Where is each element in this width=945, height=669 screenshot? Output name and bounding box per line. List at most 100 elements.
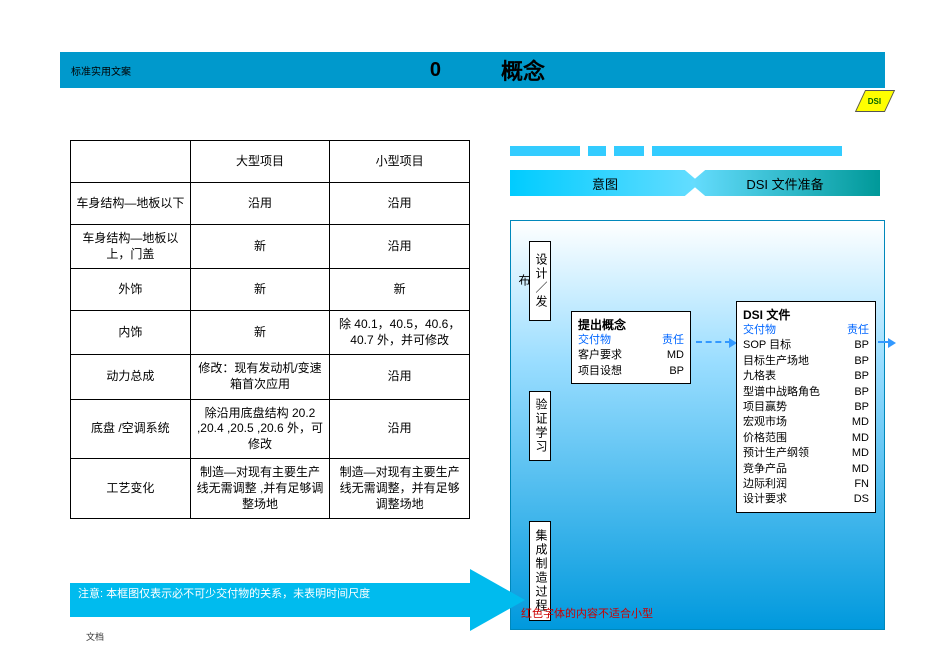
note-arrow: 注意: 本框图仅表示必不可少交付物的关系，未表明时间尺度 <box>70 575 540 625</box>
deliverable-row: 预计生产纲领 MD <box>743 446 869 461</box>
row-label: 工艺变化 <box>71 459 191 519</box>
phase-banner: 意图 DSI 文件准备 <box>510 170 880 196</box>
row-small: 制造—对现有主要生产线无需调整，并有足够调整场地 <box>330 459 470 519</box>
deliv-resp: FN <box>854 477 869 492</box>
banner-seg-dsi: DSI 文件准备 <box>690 170 880 196</box>
deliverable-row: 型谱中战略角色 BP <box>743 385 869 400</box>
deliv-name: 竞争产品 <box>743 462 787 477</box>
row-label: 车身结构—地板以上，门盖 <box>71 225 191 269</box>
deliverable-row: 客户要求 MD <box>578 348 684 363</box>
deliv-name: 宏观市场 <box>743 415 787 430</box>
table-header-small: 小型项目 <box>330 141 470 183</box>
progress-segment <box>614 146 644 156</box>
box1-h-resp: 责任 <box>662 333 684 348</box>
row-small: 沿用 <box>330 225 470 269</box>
dsi-diamond-icon: DSI <box>855 90 895 112</box>
deliv-name: 项目赢势 <box>743 400 787 415</box>
progress-segment <box>652 146 842 156</box>
deliv-resp: BP <box>854 385 869 400</box>
progress-segment <box>588 146 606 156</box>
table-row: 车身结构—地板以下沿用沿用 <box>71 183 470 225</box>
row-large: 新 <box>190 225 330 269</box>
row-small: 沿用 <box>330 399 470 459</box>
process-panel: 设计／发布验证学习集成制造过程 提出概念 交付物 责任 客户要求MD项目设想BP… <box>510 220 885 630</box>
table-row: 底盘 /空调系统除沿用底盘结构 20.2 ,20.4 ,20.5 ,20.6 外… <box>71 399 470 459</box>
panel-footnote: 红色字体的内容不适合小型 <box>521 605 653 621</box>
flow-arrow-out <box>878 341 890 343</box>
deliverable-row: 项目赢势 BP <box>743 400 869 415</box>
row-large: 沿用 <box>190 183 330 225</box>
deliv-resp: BP <box>854 354 869 369</box>
header-number: 0 <box>361 59 441 82</box>
header-title: 概念 <box>441 54 545 86</box>
table-row: 内饰新除 40.1，40.5，40.6，40.7 外，并可修改 <box>71 311 470 355</box>
deliverable-row: 竞争产品 MD <box>743 462 869 477</box>
deliv-resp: BP <box>854 400 869 415</box>
box2-h-deliv: 交付物 <box>743 323 776 338</box>
row-small: 除 40.1，40.5，40.6，40.7 外，并可修改 <box>330 311 470 355</box>
deliv-name: 边际利润 <box>743 477 787 492</box>
deliv-name: 预计生产纲领 <box>743 446 809 461</box>
row-small: 沿用 <box>330 183 470 225</box>
deliv-name: 九格表 <box>743 369 776 384</box>
box1-h-deliv: 交付物 <box>578 333 611 348</box>
progress-segment <box>510 146 580 156</box>
row-large: 修改：现有发动机/变速箱首次应用 <box>190 355 330 399</box>
table-header-blank <box>71 141 191 183</box>
row-label: 动力总成 <box>71 355 191 399</box>
deliverable-row: 设计要求 DS <box>743 492 869 507</box>
deliverable-row: 价格范围 MD <box>743 431 869 446</box>
vertical-stage-label: 验证学习 <box>529 391 551 461</box>
deliverable-row: SOP 目标 BP <box>743 338 869 353</box>
deliv-resp: MD <box>852 431 869 446</box>
box2-title: DSI 文件 <box>743 306 869 323</box>
deliv-name: 客户要求 <box>578 348 622 363</box>
comparison-table: 大型项目 小型项目 车身结构—地板以下沿用沿用车身结构—地板以上，门盖新沿用外饰… <box>70 140 470 519</box>
deliv-resp: MD <box>852 446 869 461</box>
row-small: 新 <box>330 269 470 311</box>
vertical-stage-label: 设计／发布 <box>529 241 551 321</box>
doc-label: 文档 <box>86 630 104 643</box>
table-row: 动力总成修改：现有发动机/变速箱首次应用沿用 <box>71 355 470 399</box>
deliverable-row: 边际利润 FN <box>743 477 869 492</box>
deliv-name: 目标生产场地 <box>743 354 809 369</box>
concept-box: 提出概念 交付物 责任 客户要求 MD 项目设想 BP <box>571 311 691 384</box>
note-text: 注意: 本框图仅表示必不可少交付物的关系，未表明时间尺度 <box>70 583 470 617</box>
deliverable-row: 目标生产场地 BP <box>743 354 869 369</box>
deliv-resp: MD <box>667 348 684 363</box>
row-large: 新 <box>190 311 330 355</box>
table-row: 车身结构—地板以上，门盖新沿用 <box>71 225 470 269</box>
deliverable-row: 宏观市场MD <box>743 415 869 430</box>
box1-title: 提出概念 <box>578 316 684 333</box>
row-large: 除沿用底盘结构 20.2 ,20.4 ,20.5 ,20.6 外，可修改 <box>190 399 330 459</box>
row-label: 底盘 /空调系统 <box>71 399 191 459</box>
banner-seg-intent: 意图 <box>510 170 700 196</box>
row-label: 外饰 <box>71 269 191 311</box>
dsi-file-box: DSI 文件 交付物 责任 SOP 目标BP目标生产场地BP九格表BP型谱中战略… <box>736 301 876 513</box>
header-left-label: 标准实用文案 <box>61 63 361 78</box>
table-row: 外饰新新 <box>71 269 470 311</box>
flow-arrow-1 <box>696 341 731 343</box>
row-large: 制造—对现有主要生产线无需调整 ,并有足够调整场地 <box>190 459 330 519</box>
deliv-name: 价格范围 <box>743 431 787 446</box>
deliv-resp: BP <box>854 338 869 353</box>
table-header-large: 大型项目 <box>190 141 330 183</box>
deliv-resp: BP <box>669 364 684 379</box>
deliv-name: SOP 目标 <box>743 338 791 353</box>
deliv-name: 型谱中战略角色 <box>743 385 820 400</box>
header-bar: 标准实用文案 0 概念 <box>60 52 885 88</box>
table-row: 工艺变化制造—对现有主要生产线无需调整 ,并有足够调整场地制造—对现有主要生产线… <box>71 459 470 519</box>
note-arrow-head <box>470 569 525 631</box>
deliverable-row: 项目设想 BP <box>578 364 684 379</box>
progress-bars <box>510 146 842 156</box>
deliv-name: 项目设想 <box>578 364 622 379</box>
row-label: 车身结构—地板以下 <box>71 183 191 225</box>
deliverable-row: 九格表 BP <box>743 369 869 384</box>
deliv-resp: MD <box>852 462 869 477</box>
row-label: 内饰 <box>71 311 191 355</box>
deliv-name: 设计要求 <box>743 492 787 507</box>
deliv-resp: DS <box>854 492 869 507</box>
row-large: 新 <box>190 269 330 311</box>
row-small: 沿用 <box>330 355 470 399</box>
deliv-resp: BP <box>854 369 869 384</box>
